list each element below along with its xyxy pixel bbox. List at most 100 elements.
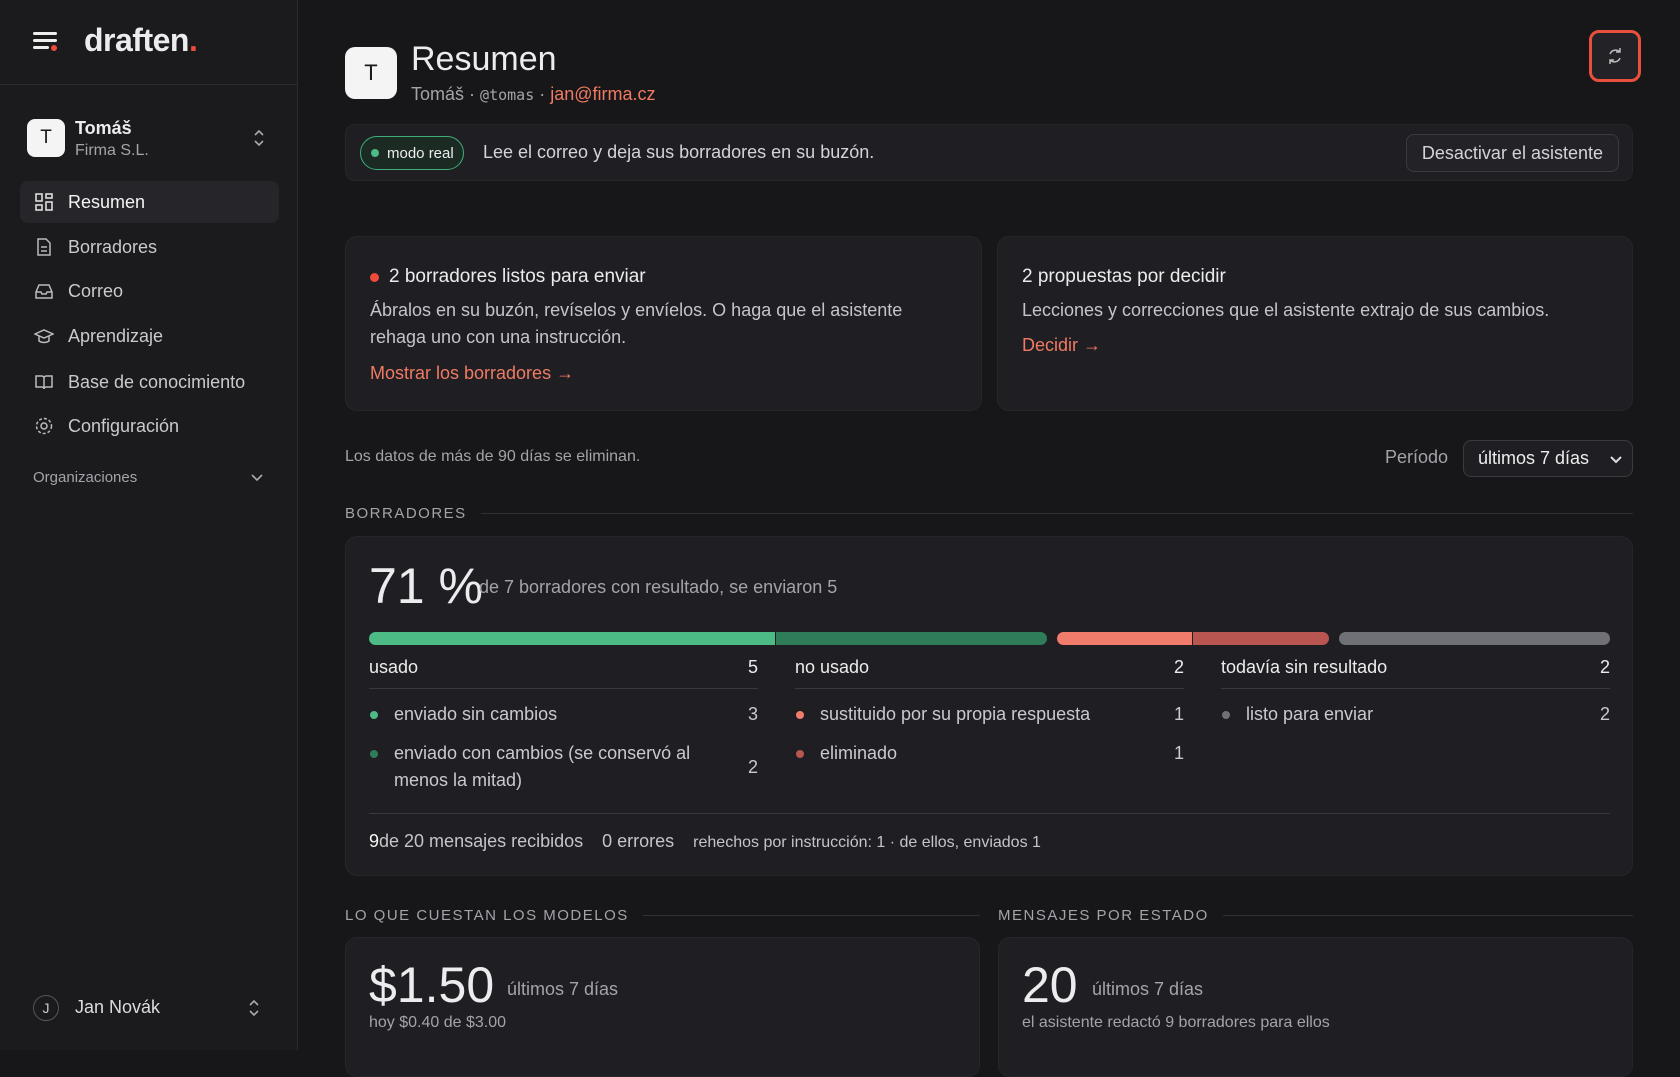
outcome-group: no usado 2 sustituido por su propia respue… (795, 657, 1184, 767)
page-body: draften. T Tomáš Firma S.L. Resumen Borr… (0, 0, 1680, 1050)
item-count: 2 (1599, 704, 1610, 724)
group-name: no usado (795, 657, 870, 677)
nav-item[interactable]: Base de conocimiento (20, 361, 279, 403)
action-card: 2 borradores listos para enviar Ábralos … (345, 236, 982, 411)
chevrons (254, 129, 264, 147)
nav-item[interactable]: Correo (20, 270, 279, 312)
bar-segment (369, 632, 775, 645)
banner-text: Lee el correo y deja sus borradores en s… (483, 142, 875, 162)
org-switcher[interactable]: T Tomáš Firma S.L. (27, 118, 299, 160)
group-total: 5 (747, 657, 758, 677)
group-total: 2 (1173, 657, 1184, 677)
outcome-item: sustituido por su propia respuesta 1 (795, 701, 1184, 728)
brand: draften. (84, 22, 198, 59)
mode-badge: modo real (360, 136, 464, 170)
outcome-group: usado 5 enviado sin cambios 3 enviado con ca… (369, 657, 758, 794)
handle: @tomas (480, 86, 535, 104)
cost-period: últimos 7 días (507, 979, 619, 999)
outcome-item: enviado sin cambios 3 (369, 701, 758, 728)
bar-segment (1193, 632, 1329, 645)
page-title: Resumen (411, 40, 557, 78)
section-heading: LO QUE CUESTAN LOS MODELOS (345, 907, 629, 924)
bar-segment (1338, 632, 1610, 645)
section-heading: MENSAJES POR ESTADO (998, 907, 1209, 924)
brand-dot: . (188, 22, 198, 58)
nav-label: Aprendizaje (68, 325, 164, 346)
card-text: Ábralos en su buzón, revíselos y envíelo… (370, 300, 903, 347)
nav-label: Borradores (68, 236, 158, 257)
legend-dot (1222, 711, 1230, 719)
legend-dot (370, 711, 378, 719)
group-header: todavía sin resultado 2 (1221, 657, 1610, 689)
period-select[interactable]: últimos 7 días (1463, 440, 1633, 477)
nav-item[interactable]: Borradores (20, 226, 279, 268)
item-label: sustituido por su propia respuesta (820, 704, 1091, 724)
org-name: Tomáš (75, 118, 132, 138)
card-link[interactable]: Decidir → (1022, 335, 1102, 355)
drafts-footer: 9 de 20 mensajes recibidos 0 errores rehec… (369, 831, 1041, 852)
brand-text: draften (84, 22, 189, 58)
outcome-group: todavía sin resultado 2 listo para enviar 2 (1221, 657, 1610, 728)
legend-dot (796, 750, 804, 758)
item-label: enviado con cambios (se conservó al meno… (394, 743, 691, 790)
send-rate: 71 % (369, 558, 483, 614)
item-count: 2 (747, 756, 758, 777)
badge-label: modo real (387, 144, 454, 162)
drafts-card: 71 % de 7 borradores con resultado, se e… (345, 536, 1633, 876)
nav-label: Resumen (68, 191, 146, 212)
nav-item[interactable]: Aprendizaje (20, 315, 279, 357)
nav-label: Configuración (68, 415, 180, 436)
nav-item[interactable]: Resumen (20, 181, 279, 223)
chevron (251, 474, 263, 482)
banner: modo real Lee el correo y deja sus borra… (345, 124, 1633, 181)
user-switcher[interactable]: J Jan Novák (33, 993, 273, 1023)
retention-note: Los datos de más de 90 días se eliminan. (345, 448, 641, 465)
separator: · (469, 84, 476, 104)
user-name: Jan Novák (75, 997, 161, 1017)
legend-dot (370, 750, 378, 758)
refresh-button[interactable] (1589, 30, 1641, 82)
item-label: enviado sin cambios (394, 704, 558, 724)
user-avatar: J (33, 995, 59, 1021)
header-subtitle: Tomáš · @tomas · jan@firma.cz (411, 84, 656, 105)
period-label: Período (1385, 447, 1449, 467)
group-total: 2 (1599, 657, 1610, 677)
redone: rehechos por instrucción: 1 · de ellos, … (693, 834, 1041, 851)
section-label[interactable]: Organizaciones (33, 469, 138, 486)
messages-card: 20 últimos 7 días el asistente redactó 9… (998, 937, 1633, 1077)
group-name: usado (369, 657, 419, 677)
deactivate-button[interactable]: Desactivar el asistente (1405, 134, 1619, 172)
legend-dot (796, 711, 804, 719)
messages-value: 20 (1022, 957, 1078, 1013)
header-avatar: T (345, 47, 397, 99)
messages-detail: el asistente redactó 9 borradores para e… (1022, 1014, 1330, 1031)
received-text: de 20 mensajes recibidos (379, 831, 584, 851)
card-text: Lecciones y correcciones que el asistent… (1022, 300, 1550, 320)
rate-summary: de 7 borradores con resultado, se enviar… (479, 577, 838, 597)
received-count: 9 (369, 831, 380, 851)
nav-item[interactable]: Configuración (20, 405, 279, 447)
chevrons (249, 999, 259, 1017)
user-name: Tomáš (411, 84, 465, 104)
org-company: Firma S.L. (75, 142, 149, 159)
page: draften {"sidebar":{"brand":"draften","b… (0, 0, 1680, 1050)
cost-value: $1.50 (369, 957, 495, 1013)
item-label: eliminado (820, 743, 898, 763)
org-avatar: T (27, 119, 65, 157)
period-value: últimos 7 días (1478, 448, 1590, 468)
errors: 0 errores (602, 831, 675, 851)
nav-label: Correo (68, 280, 124, 301)
card-link[interactable]: Mostrar los borradores → (370, 363, 575, 383)
sidebar: draften. T Tomáš Firma S.L. Resumen Borr… (0, 0, 298, 1050)
bar-segment (1057, 632, 1192, 645)
outcome-item: enviado con cambios (se conservó al meno… (369, 740, 758, 794)
group-header: usado 5 (369, 657, 758, 689)
group-header: no usado 2 (795, 657, 1184, 689)
card-title: 2 borradores listos para enviar (389, 266, 646, 287)
section-heading: BORRADORES (345, 505, 467, 522)
menu-icon[interactable] (33, 30, 59, 52)
email[interactable]: jan@firma.cz (550, 84, 656, 104)
bar-segment (776, 632, 1048, 645)
costs-card: $1.50 últimos 7 días hoy $0.40 de $3.00 (345, 937, 980, 1077)
group-name: todavía sin resultado (1221, 657, 1388, 677)
